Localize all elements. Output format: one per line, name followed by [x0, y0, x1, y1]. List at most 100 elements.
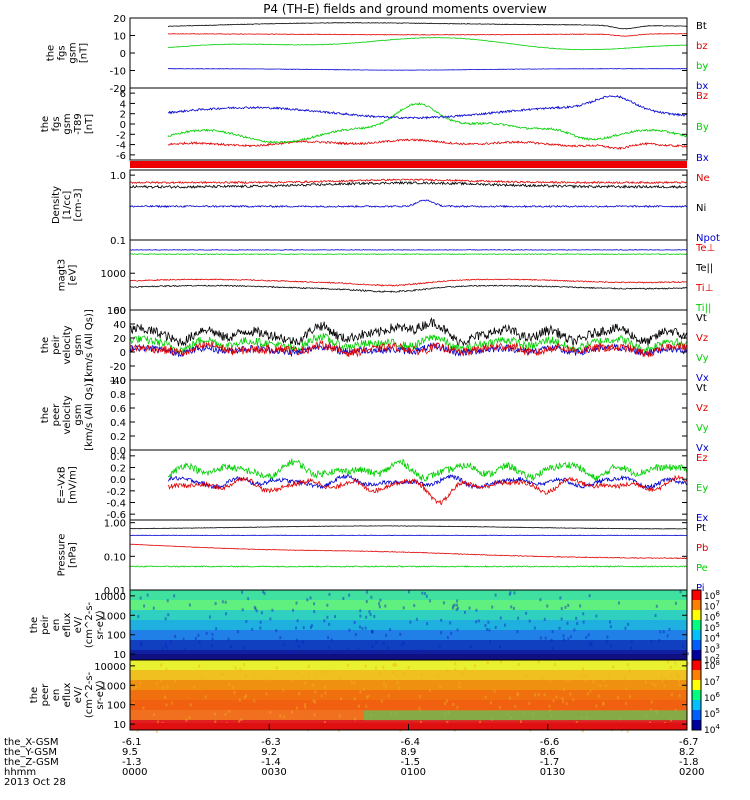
spectrogram-cell — [132, 702, 135, 706]
colorbar-label: 104 — [704, 632, 720, 645]
spectrogram-cell — [659, 630, 662, 634]
spectrogram-cell — [304, 705, 307, 709]
y-axis-label: sr-eV) — [95, 680, 106, 709]
spectrogram-cell — [208, 651, 211, 655]
spectrogram-cell — [262, 590, 265, 594]
spectrogram-cell — [440, 618, 443, 622]
spectrogram-cell — [387, 694, 390, 698]
spectrogram-cell — [367, 649, 370, 653]
spectrogram-cell — [365, 704, 368, 708]
spectrogram-cell — [312, 699, 315, 703]
spectrogram-cell — [423, 591, 426, 595]
spectrogram-cell — [513, 591, 516, 595]
spectrogram-cell — [328, 592, 331, 596]
spectrogram-cell — [428, 688, 431, 692]
spectrogram-cell — [211, 632, 214, 636]
spectrogram-cell — [310, 624, 313, 628]
spectrogram-cell — [193, 685, 196, 689]
series-line — [130, 284, 688, 293]
spectrogram-cell — [347, 647, 350, 651]
y-axis-label: the — [40, 116, 51, 132]
spectrogram-cell — [156, 720, 159, 724]
y-axis-label: peir — [40, 614, 51, 634]
spectrogram-cell — [567, 603, 570, 607]
spectrogram-band — [130, 620, 687, 631]
spectrogram-cell — [353, 621, 356, 625]
spectrogram-cell — [382, 681, 385, 685]
spectrogram-cell — [419, 720, 422, 724]
spectrogram-cell — [569, 692, 572, 696]
spectrogram-cell — [296, 671, 299, 675]
spectrogram-cell — [382, 641, 385, 645]
spectrogram-cell — [599, 684, 602, 688]
y-tick-label: 1.0 — [110, 171, 126, 182]
colorbar-segment — [692, 670, 701, 681]
y-axis-label: [1/cc] — [62, 191, 73, 220]
spectrogram-cell — [313, 713, 316, 717]
y-tick-label: -2 — [116, 130, 126, 141]
spectrogram-cell — [663, 684, 666, 688]
spectrogram-cell — [661, 679, 664, 683]
spectrogram-cell — [558, 626, 561, 630]
legend-entry: Vy — [696, 423, 709, 434]
spectrogram-cell — [295, 601, 298, 605]
spectrogram-cell — [161, 647, 164, 651]
spectrogram-cell — [385, 633, 388, 637]
x-tick-label: 8.2 — [679, 747, 695, 758]
spectrogram-cell — [234, 649, 237, 653]
x-tick-label: 8.9 — [401, 747, 417, 758]
spectrogram-cell — [346, 663, 349, 667]
spectrogram-cell — [371, 630, 374, 634]
spectrogram-cell — [628, 669, 631, 673]
panel-frame — [129, 239, 688, 311]
spectrogram-cell — [658, 638, 661, 642]
spectrogram-cell — [339, 697, 342, 701]
spectrogram-cell — [562, 634, 565, 638]
y-tick-label: 1.0 — [110, 376, 126, 387]
spectrogram-cell — [491, 605, 494, 609]
y-axis-label: gsm — [73, 404, 84, 425]
spectrogram-cell — [155, 729, 158, 733]
spectrogram-cell — [260, 611, 263, 615]
colorbar-segment — [692, 600, 701, 611]
legend-entry: Ez — [696, 453, 708, 464]
spectrogram-cell — [240, 717, 243, 721]
spectrogram-cell — [302, 626, 305, 630]
spectrogram-cell — [587, 633, 590, 637]
spectrogram-cell — [279, 714, 282, 718]
y-axis-label: eflux — [62, 683, 73, 708]
x-tick-label: -1.8 — [679, 757, 699, 768]
spectrogram-cell — [539, 598, 542, 602]
spectrogram-cell — [541, 677, 544, 681]
y-tick-label: 6 — [120, 89, 126, 100]
series-line — [129, 199, 688, 209]
spectrogram-cell — [231, 686, 234, 690]
colorbar-label: 108 — [704, 589, 720, 602]
spectrogram-cell — [353, 697, 356, 701]
x-axis-row-label: the_X-GSM — [4, 737, 58, 748]
spectrogram-cell — [342, 597, 345, 601]
spectrogram-cell — [564, 605, 567, 609]
spectrogram-cell — [350, 680, 353, 684]
spectrogram-cell — [650, 708, 653, 712]
colorbar-label: 104 — [704, 723, 720, 736]
x-tick-label: 0030 — [261, 767, 286, 778]
spectrogram-cell — [674, 708, 677, 712]
spectrogram-cell — [580, 674, 583, 678]
spectrogram-cell — [365, 590, 368, 594]
x-tick-label: 9.5 — [122, 747, 138, 758]
spectrogram-cell — [534, 693, 537, 697]
spectrogram-cell — [173, 594, 176, 598]
spectrogram-cell — [290, 710, 293, 714]
legend-entry: Ni — [696, 203, 706, 214]
spectrogram-cell — [630, 646, 633, 650]
legend-entry: Ti|| — [695, 303, 711, 314]
spectrogram-cell — [617, 601, 620, 605]
x-tick-label: 0130 — [540, 767, 565, 778]
spectrogram-cell — [550, 638, 553, 642]
spectrogram-cell — [185, 718, 188, 722]
panel-density: 1.0 0.1 Density [1/cc] [cm-3] Ne Ni Npot — [51, 169, 720, 247]
y-axis-label: fgs — [51, 116, 62, 131]
x-tick-label: 0000 — [122, 767, 147, 778]
